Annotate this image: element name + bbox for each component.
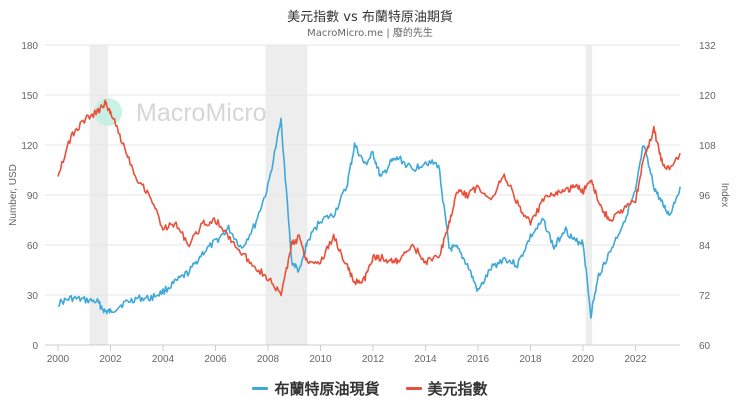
x-tick-label: 2014 [414,354,437,365]
watermark-text: MacroMicro [136,99,267,127]
right-tick-label: 132 [699,41,716,52]
x-tick-label: 2000 [47,354,70,365]
brent-oil-line[interactable] [57,117,681,319]
x-tick-label: 2004 [152,354,175,365]
legend-item-dxy[interactable]: 美元指數 [405,378,488,399]
right-tick-label: 120 [699,91,716,102]
watermark: MacroMicro [94,98,267,127]
chart-subtitle: MacroMicro.me | 廢的先生 [307,28,433,39]
left-tick-label: 150 [21,91,38,102]
legend-label-dxy: 美元指數 [427,380,488,398]
legend-item-brent[interactable]: 布蘭特原油現貨 [252,378,380,399]
left-tick-label: 0 [32,341,38,352]
x-tick-label: 2006 [204,354,227,365]
legend: 布蘭特原油現貨 美元指數 [0,378,740,399]
x-tick-label: 2018 [519,354,542,365]
right-tick-label: 72 [699,291,711,302]
x-tick-label: 2012 [362,354,385,365]
x-tick-label: 2008 [257,354,280,365]
right-tick-label: 84 [699,241,711,252]
left-tick-label: 30 [27,291,39,302]
left-axis-label: Number, USD [8,164,19,226]
x-tick-label: 2020 [572,354,595,365]
left-axis: 0 30 60 90 120 150 180 [21,41,38,352]
chart-title: 美元指數 vs 布蘭特原油期貨 [287,10,453,25]
right-tick-label: 96 [699,191,711,202]
x-tick-label: 2002 [99,354,122,365]
left-tick-label: 90 [27,191,39,202]
left-tick-label: 180 [21,41,38,52]
right-tick-label: 108 [699,141,716,152]
legend-swatch-dxy [405,387,422,390]
x-tick-label: 2022 [624,354,647,365]
right-axis: 60 72 84 96 108 120 132 [699,41,716,352]
x-tick-label: 2010 [309,354,332,365]
left-tick-label: 120 [21,141,38,152]
dollar-index-line[interactable] [57,99,681,297]
right-tick-label: 60 [699,341,711,352]
gridlines [45,44,680,346]
x-tick-label: 2016 [467,354,490,365]
legend-swatch-brent [252,387,269,390]
right-axis-label: Index [719,183,730,207]
legend-label-brent: 布蘭特原油現貨 [274,380,380,398]
left-tick-label: 60 [27,241,39,252]
x-axis: 2000 2002 2004 2006 2008 2010 2012 2014 2016 2018… [47,345,647,365]
